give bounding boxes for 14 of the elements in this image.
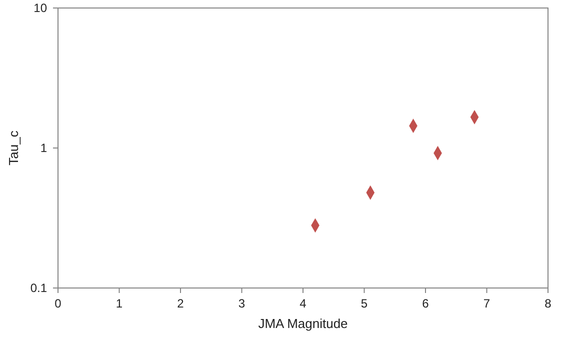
y-tick-label: 1 <box>40 140 48 155</box>
x-tick-label: 6 <box>422 296 430 311</box>
x-tick-label: 5 <box>360 296 368 311</box>
x-tick-label: 2 <box>177 296 184 311</box>
y-tick-label: 10 <box>34 0 48 15</box>
x-tick-label: 0 <box>54 296 62 311</box>
x-axis-title: JMA Magnitude <box>258 316 348 331</box>
x-tick-label: 7 <box>483 296 490 311</box>
y-axis-title: Tau_c <box>6 130 21 166</box>
x-tick-label: 3 <box>238 296 246 311</box>
x-tick-label: 1 <box>116 296 123 311</box>
x-tick-label: 8 <box>544 296 552 311</box>
y-tick-label: 0.1 <box>30 280 48 295</box>
x-tick-label: 4 <box>300 296 307 311</box>
